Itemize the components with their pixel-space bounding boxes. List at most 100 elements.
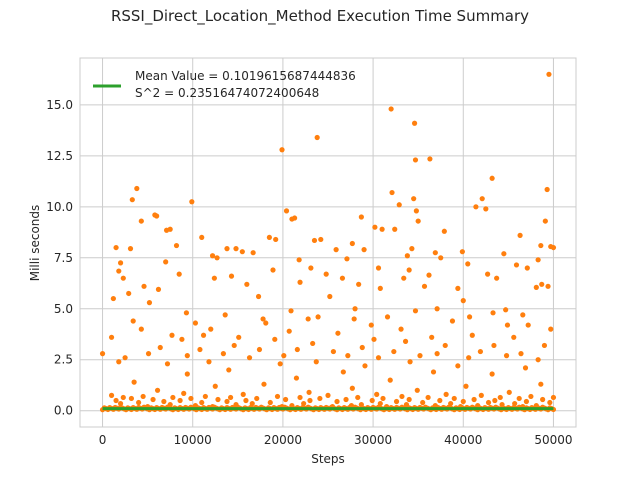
data-point (504, 322, 511, 328)
data-point (261, 381, 267, 387)
data-point (546, 71, 552, 77)
data-point (393, 398, 400, 405)
data-point (99, 351, 106, 357)
legend-line-2: S^2 = 0.23516474072400648 (135, 86, 319, 100)
data-point (506, 389, 512, 395)
data-point (250, 250, 256, 256)
data-point (398, 326, 404, 332)
data-point (220, 351, 226, 357)
data-point (358, 214, 364, 220)
data-point (273, 236, 279, 243)
data-point (361, 247, 367, 253)
data-point (150, 396, 156, 403)
data-point (311, 237, 318, 244)
data-point (485, 271, 491, 277)
data-point (301, 400, 307, 407)
data-point (323, 271, 329, 277)
data-point (478, 392, 484, 399)
data-point (199, 399, 205, 406)
data-point (343, 396, 349, 403)
data-point (179, 336, 185, 342)
data-point (314, 134, 320, 141)
data-point (426, 272, 432, 278)
data-point (485, 399, 492, 406)
data-point (116, 268, 122, 274)
data-points (99, 71, 557, 413)
data-point (236, 334, 242, 340)
data-point (355, 394, 361, 401)
data-point (228, 273, 235, 279)
y-tick-label: 5.0 (54, 302, 73, 316)
data-point (455, 285, 461, 291)
data-point (113, 397, 119, 404)
data-point (146, 300, 153, 306)
data-point (335, 330, 341, 336)
data-point (305, 316, 311, 322)
data-point (183, 310, 190, 316)
data-point (349, 240, 355, 247)
data-point (401, 275, 407, 281)
data-point (231, 342, 237, 349)
data-point (473, 204, 479, 210)
data-point (206, 359, 212, 365)
data-point (479, 196, 485, 202)
data-point (460, 398, 466, 405)
data-point (421, 283, 428, 289)
y-tick-label: 15.0 (46, 98, 73, 112)
data-point (372, 224, 378, 230)
data-point (249, 400, 255, 407)
data-point (437, 397, 443, 404)
data-point (108, 392, 115, 399)
y-tick-label: 2.5 (54, 353, 73, 367)
data-point (516, 395, 522, 402)
data-point (333, 247, 339, 253)
data-point (522, 365, 529, 371)
data-point (222, 312, 228, 318)
data-point (535, 257, 541, 263)
legend-label: Mean Value = 0.1019615687444836 S^2 = 0.… (135, 69, 360, 100)
data-point (459, 249, 465, 255)
data-point (307, 397, 313, 404)
data-point (266, 234, 272, 241)
data-point (157, 344, 163, 351)
data-point (270, 267, 276, 273)
data-point (279, 147, 285, 153)
data-point (548, 326, 554, 332)
data-point (318, 236, 324, 243)
data-point (466, 314, 473, 320)
data-point (122, 355, 128, 361)
data-point (379, 226, 385, 232)
data-point (169, 332, 175, 338)
y-tick-label: 7.5 (54, 251, 73, 265)
data-point (246, 355, 253, 361)
data-point (407, 359, 413, 365)
data-point (359, 344, 365, 351)
data-point (384, 314, 391, 320)
x-tick-label: 10000 (174, 433, 212, 447)
data-point (542, 218, 548, 224)
data-point (297, 394, 303, 401)
legend-line-1: Mean Value = 0.1019615687444836 (135, 69, 356, 83)
data-point (375, 355, 382, 361)
data-point (399, 393, 405, 400)
y-axis-label: Milli seconds (28, 205, 42, 282)
data-point (494, 275, 500, 281)
data-point (288, 308, 294, 314)
data-point (110, 295, 116, 302)
data-point (297, 279, 303, 285)
data-point (351, 316, 357, 322)
data-point (117, 260, 124, 266)
data-point (411, 196, 417, 202)
data-point (518, 351, 524, 357)
data-point (243, 397, 249, 404)
x-tick-label: 50000 (534, 433, 572, 447)
data-point (260, 316, 266, 322)
data-point (224, 246, 230, 252)
data-point (339, 275, 346, 281)
data-point (293, 375, 300, 381)
data-point (228, 394, 234, 401)
data-point (489, 175, 495, 181)
data-point (170, 394, 176, 401)
